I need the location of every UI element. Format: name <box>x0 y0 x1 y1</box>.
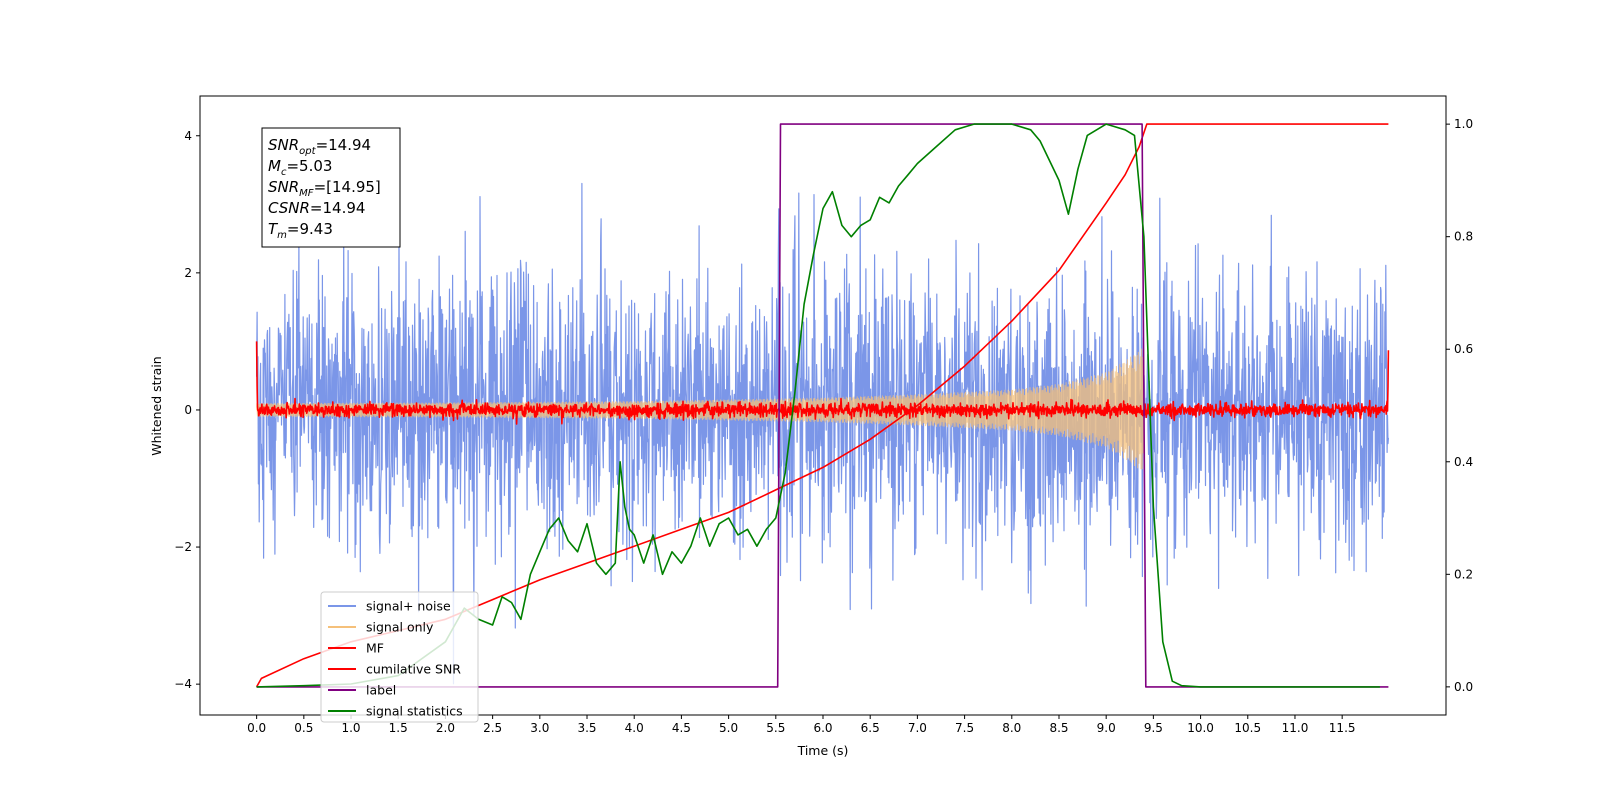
y2-tick-label: 0.4 <box>1454 455 1473 469</box>
y-axis-right: 0.0 0.2 0.4 0.6 0.8 1.0 <box>1446 117 1473 694</box>
x-tick-label: 3.5 <box>577 721 596 735</box>
legend-entry-cumilative-snr: cumilative SNR <box>366 662 461 677</box>
series-signal-statistics <box>256 123 1380 688</box>
x-tick-label: 1.5 <box>389 721 408 735</box>
x-tick-label: 3.0 <box>530 721 549 735</box>
x-tick-label: 5.5 <box>766 721 785 735</box>
x-tick-label: 4.5 <box>672 721 691 735</box>
annotation-line: Mc=5.03 <box>268 157 332 178</box>
y-tick-label: −2 <box>174 540 192 554</box>
x-tick-label: 9.0 <box>1097 721 1116 735</box>
x-tick-label: 10.0 <box>1187 721 1214 735</box>
y2-tick-label: 1.0 <box>1454 117 1473 131</box>
x-tick-label: 8.5 <box>1049 721 1068 735</box>
series-mf <box>255 341 1390 425</box>
x-tick-label: 2.0 <box>436 721 455 735</box>
y2-tick-label: 0.0 <box>1454 680 1473 694</box>
x-tick-label: 2.5 <box>483 721 502 735</box>
y2-tick-label: 0.6 <box>1454 342 1473 356</box>
x-axis: 0.0 0.5 1.0 1.5 2.0 2.5 3.0 3.5 4.0 4.5 5.0 5.5 6.0 6… <box>247 715 1356 735</box>
x-axis-label: Time (s) <box>797 743 849 758</box>
x-tick-label: 10.5 <box>1234 721 1261 735</box>
legend-entry-signal-statistics: signal statistics <box>366 704 463 719</box>
y-tick-label: 2 <box>184 266 192 280</box>
x-tick-label: 4.0 <box>625 721 644 735</box>
annotation-line: SNRopt=14.94 <box>268 136 371 157</box>
series-label <box>256 123 1389 688</box>
annotation-line: SNRMF=[14.95] <box>268 178 381 199</box>
annotation-box: SNRopt=14.94Mc=5.03SNRMF=[14.95]CSNR=14.… <box>261 127 401 248</box>
x-tick-label: 0.0 <box>247 721 266 735</box>
x-tick-label: 9.5 <box>1144 721 1163 735</box>
y-tick-label: −4 <box>174 677 192 691</box>
y-axis-label: Whitened strain <box>149 356 164 455</box>
x-tick-label: 6.5 <box>861 721 880 735</box>
x-tick-label: 11.5 <box>1329 721 1356 735</box>
x-tick-label: 1.0 <box>341 721 360 735</box>
series-signal-noise <box>256 182 1389 685</box>
y2-tick-label: 0.8 <box>1454 230 1473 244</box>
annotation-line: CSNR=14.94 <box>268 199 365 217</box>
x-tick-label: 11.0 <box>1282 721 1309 735</box>
x-tick-label: 7.0 <box>908 721 927 735</box>
y-tick-label: 4 <box>184 129 192 143</box>
legend-entry-label: label <box>366 683 396 698</box>
legend: signal+ noise signal only MF cumilative SNR… <box>320 591 479 723</box>
x-tick-label: 6.0 <box>813 721 832 735</box>
series-signal-only <box>256 348 1145 470</box>
legend-entry-signal-noise: signal+ noise <box>366 599 451 614</box>
x-tick-label: 8.0 <box>1002 721 1021 735</box>
y-axis-left: −4 −2 0 2 4 <box>174 129 200 691</box>
legend-entry-mf: MF <box>366 641 384 656</box>
x-tick-label: 5.0 <box>719 721 738 735</box>
x-tick-label: 7.5 <box>955 721 974 735</box>
x-tick-label: 0.5 <box>294 721 313 735</box>
legend-entry-signal-only: signal only <box>366 620 434 635</box>
annotation-line: Tm=9.43 <box>268 220 333 241</box>
y-tick-label: 0 <box>184 403 192 417</box>
y2-tick-label: 0.2 <box>1454 567 1473 581</box>
